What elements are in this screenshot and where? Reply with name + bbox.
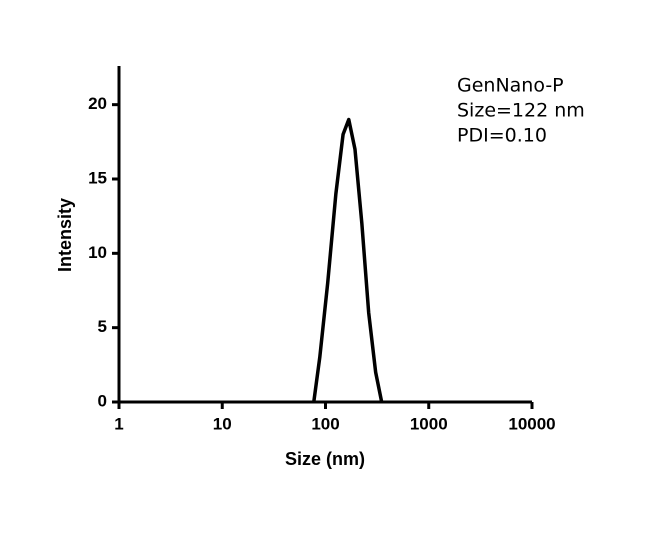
y-axis-label: Intensity [55,198,75,272]
x-tick-label: 100 [311,414,339,433]
x-tick-label: 10 [213,414,232,433]
x-axis-label: Size (nm) [285,449,365,469]
y-tick-label: 5 [98,317,107,336]
y-tick-label: 0 [98,391,107,410]
y-tick-label: 10 [88,243,107,262]
y-tick-label: 20 [88,94,107,113]
x-tick-label: 10000 [508,414,555,433]
y-tick-label: 15 [88,168,107,187]
annotation: PDI=0.10 [457,125,547,147]
annotation: GenNano-P [457,75,564,97]
x-tick-label: 1000 [410,414,448,433]
data-line [312,117,384,403]
annotation: Size=122 nm [457,100,585,122]
x-tick-label: 1 [114,414,123,433]
